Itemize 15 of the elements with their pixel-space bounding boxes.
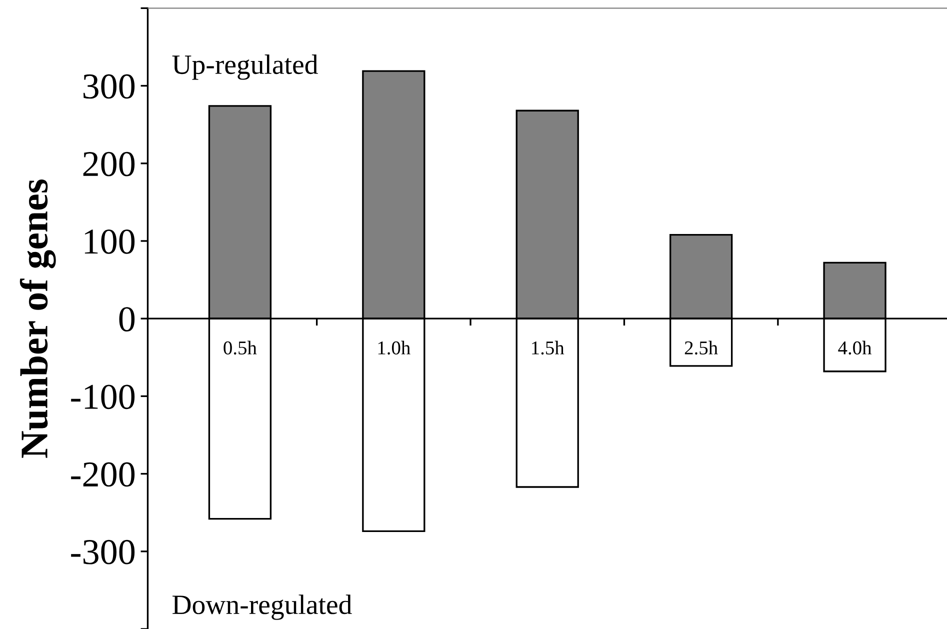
y-tick-label: -100	[71, 384, 135, 410]
y-tick-label: -300	[71, 540, 135, 564]
y-tick-label: 300	[83, 74, 135, 99]
y-tick-label: -200	[71, 462, 135, 487]
annotation: Up-regulated	[172, 54, 318, 80]
x-tick-label: 4.0h	[838, 340, 872, 355]
x-tick-label: 1.0h	[378, 340, 410, 355]
y-axis-title: Number of genes	[20, 179, 56, 458]
x-tick-label: 0.5h	[224, 340, 257, 355]
annotation: Down-regulated	[172, 594, 352, 620]
y-tick-label: 200	[83, 152, 135, 176]
x-tick-label: 2.5h	[684, 340, 718, 355]
y-tick-label: 100	[84, 230, 135, 254]
y-tick-label: 0	[119, 307, 135, 332]
x-tick-label: 1.5h	[532, 340, 564, 355]
